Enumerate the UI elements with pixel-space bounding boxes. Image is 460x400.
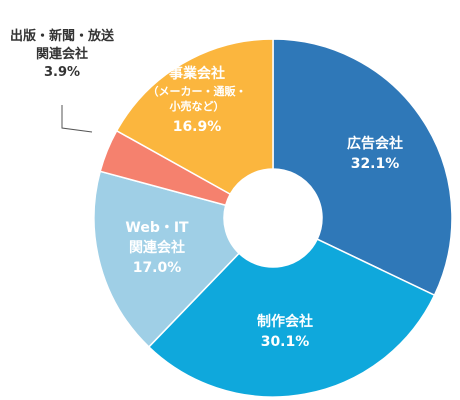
slice-label: 関連会社 xyxy=(129,239,185,256)
slice-label: 事業会社 xyxy=(169,65,225,82)
slice-label: 出版・新聞・放送 xyxy=(10,28,115,44)
pie-slice xyxy=(93,170,241,348)
pie-slice xyxy=(147,238,436,398)
slice-sublabel: 小売など） xyxy=(169,99,225,113)
slice-value-label: 3.9% xyxy=(44,65,80,80)
slice-label: 関連会社 xyxy=(36,46,88,62)
slice-label: Web・IT xyxy=(125,220,189,236)
slice-label-group: Web・IT 関連会社 17.0% xyxy=(125,220,189,276)
slice-label-group: 事業会社 （メーカー・通販・小売など） 16.9% xyxy=(148,65,247,135)
pie-slice xyxy=(115,38,274,196)
slice-value-label: 17.0% xyxy=(133,260,182,276)
slice-value-label: 16.9% xyxy=(173,119,222,135)
slice-label-group: 制作会社 30.1% xyxy=(257,313,313,350)
slice-label: 広告会社 xyxy=(347,135,403,152)
slice-label-group: 広告会社 32.1% xyxy=(347,135,403,172)
leader-line xyxy=(61,105,93,133)
pie-slice xyxy=(272,38,453,297)
slice-value-label: 32.1% xyxy=(351,156,400,172)
slice-sublabel: （メーカー・通販・ xyxy=(148,84,247,98)
slice-label: 制作会社 xyxy=(257,313,313,330)
slice-value-label: 30.1% xyxy=(261,334,310,350)
